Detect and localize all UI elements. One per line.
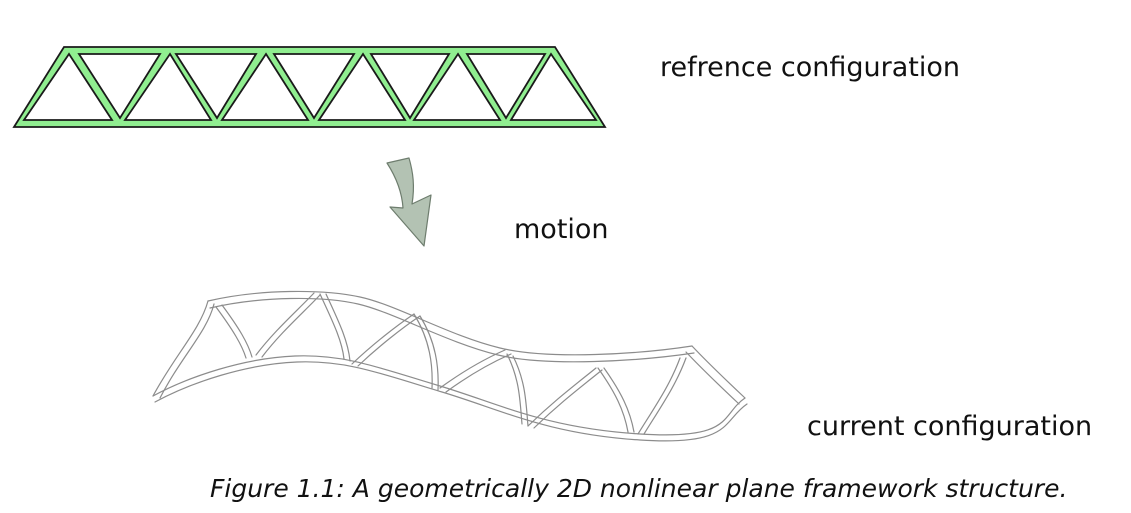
reference-truss-body	[12, 46, 607, 128]
motion-label: motion	[514, 214, 609, 245]
deformed-top-chord-inner	[209, 297, 695, 363]
figure-caption: Figure 1.1: A geometrically 2D nonlinear…	[210, 474, 1068, 503]
deformed-truss	[152, 290, 748, 442]
current-configuration-label: current configuration	[807, 411, 1093, 442]
deformed-bottom-chord-outer	[152, 355, 746, 436]
deformed-top-chord-outer	[207, 290, 693, 356]
reference-configuration-label: refrence configuration	[660, 52, 960, 83]
deformed-bottom-chord-inner	[154, 361, 748, 442]
reference-truss	[12, 46, 607, 128]
curved-down-arrow-icon	[386, 157, 432, 247]
